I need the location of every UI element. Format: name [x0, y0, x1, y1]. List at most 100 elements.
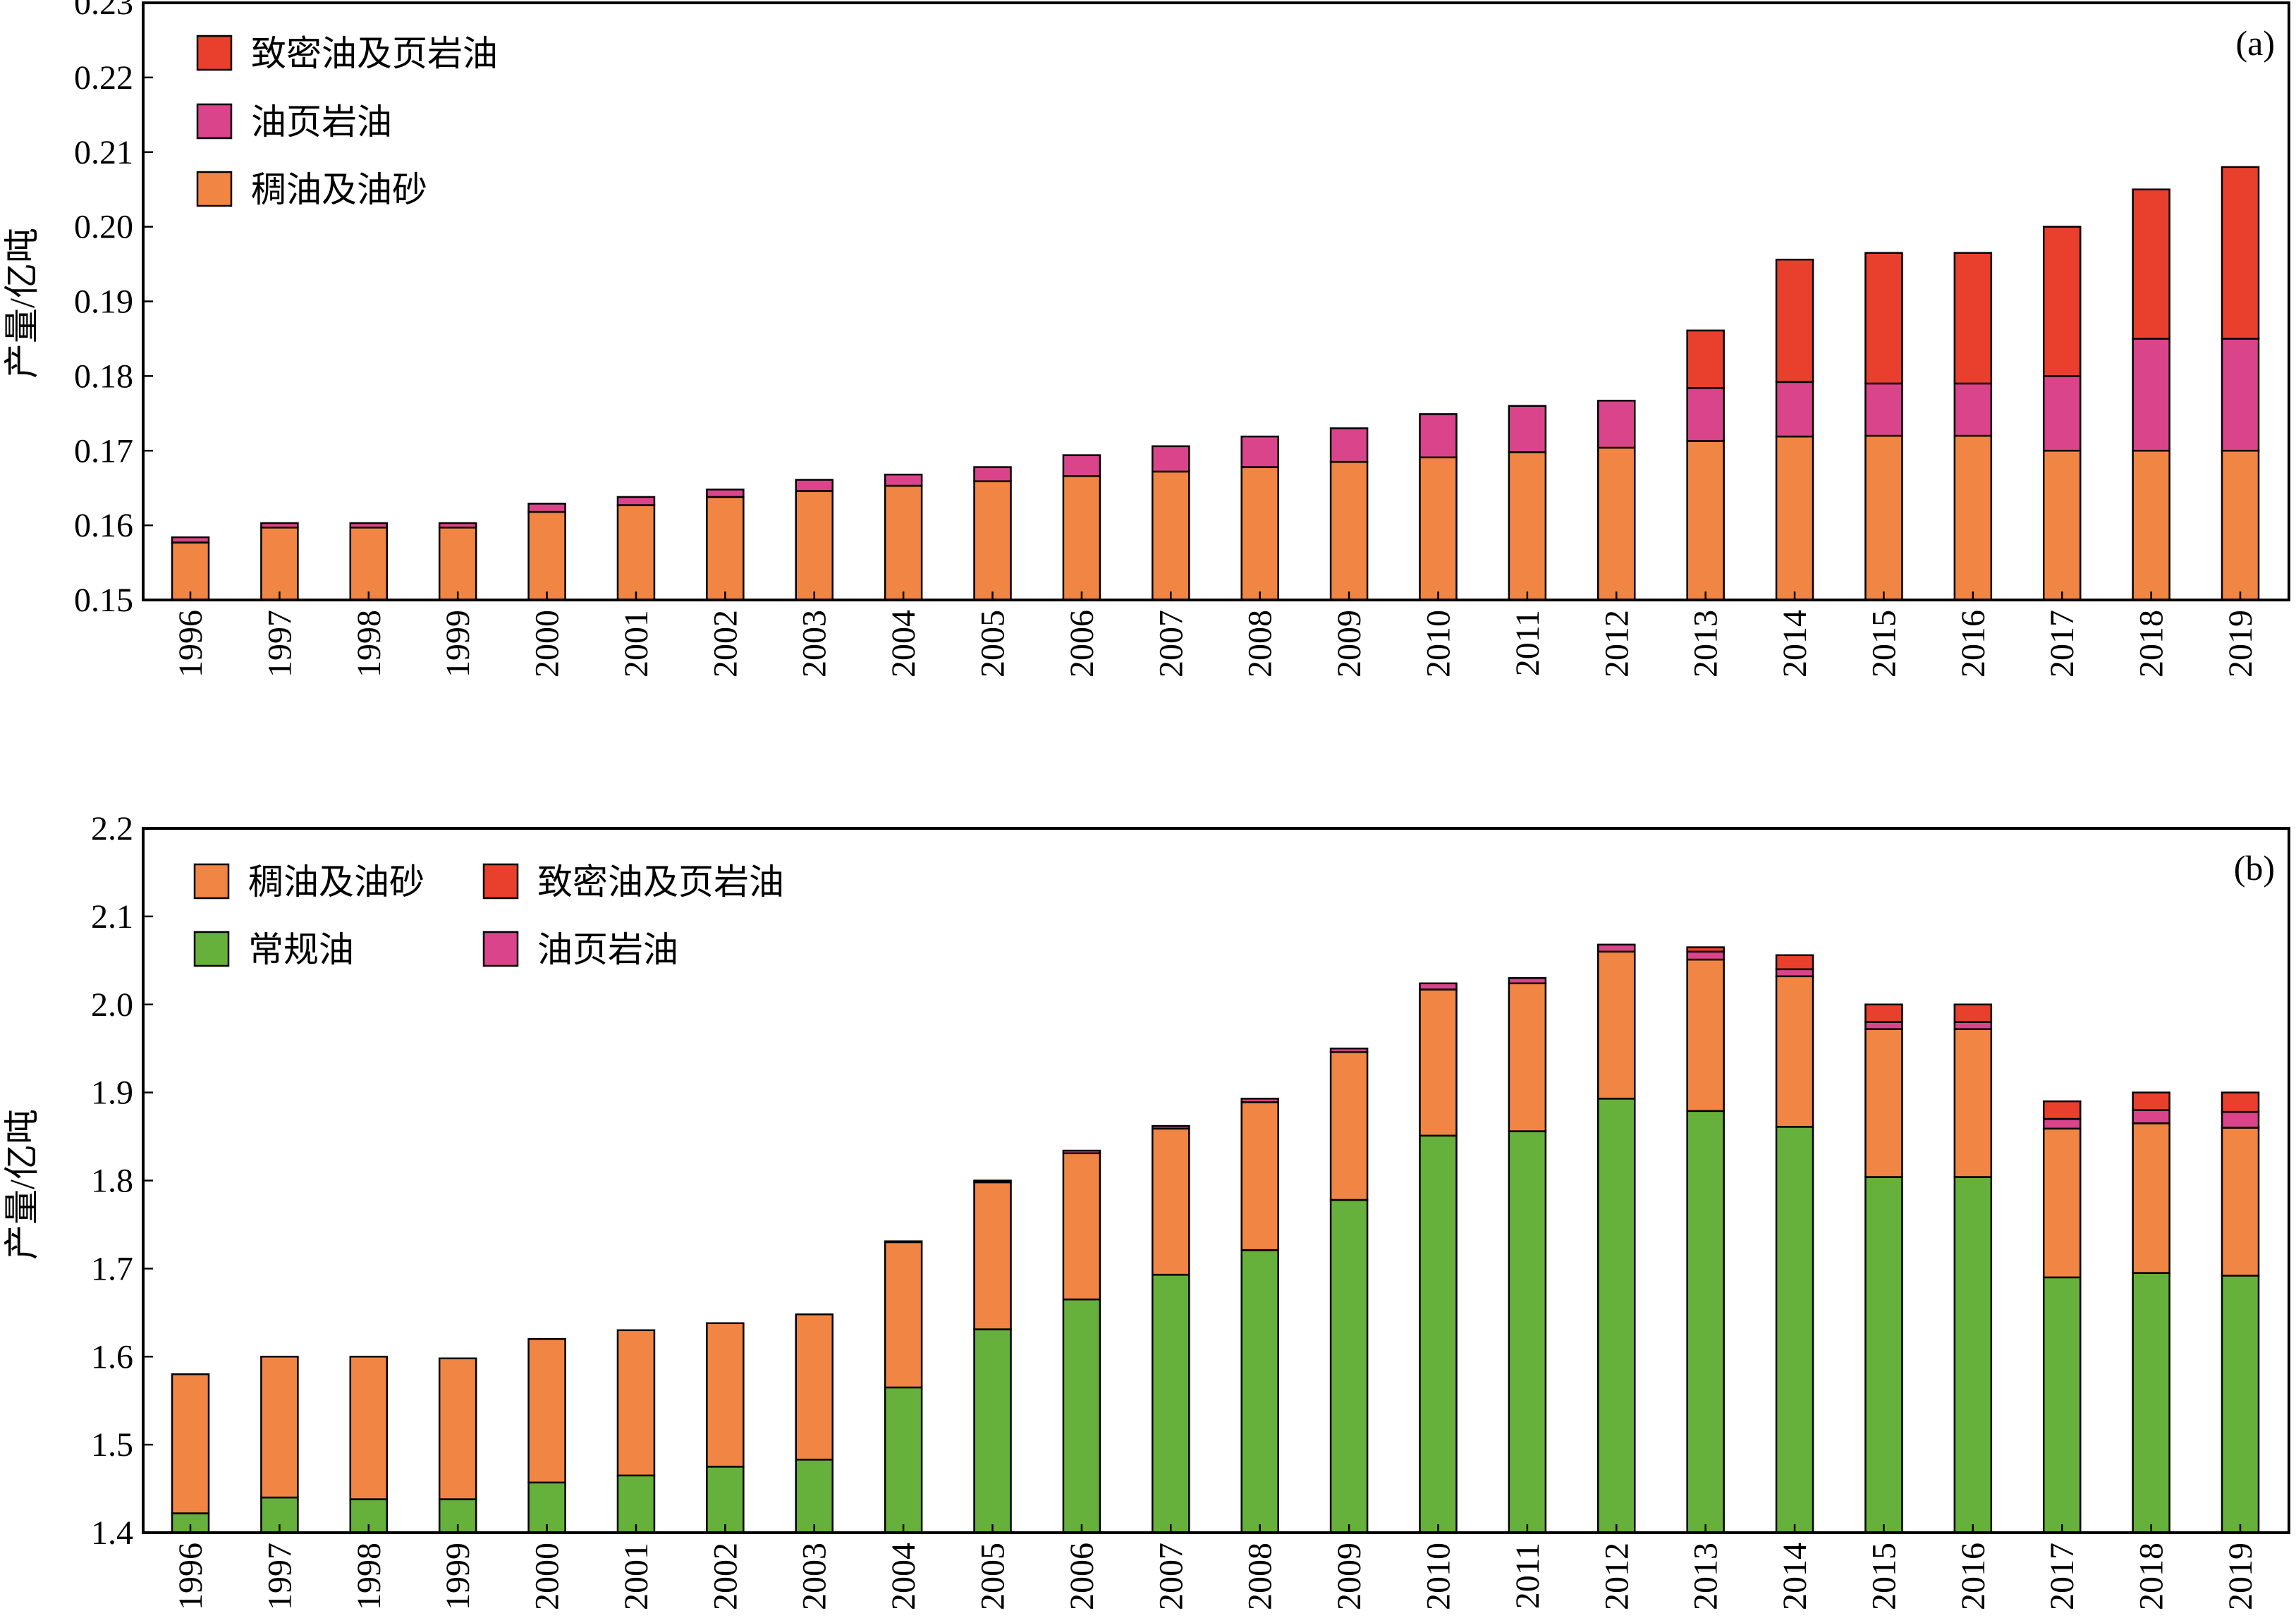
bar-heavy-2015	[1864, 1028, 1903, 1178]
bar-shale-2017	[2042, 375, 2082, 452]
chart-b: 产量/亿吨 (b) 1996 1997 1998 1999 2000 2001 2002 20…	[2, 810, 2290, 1610]
bar-shale-2011	[1508, 405, 1547, 453]
bar-shale-2012	[1597, 400, 1636, 449]
x-tick-label: 1996	[172, 1543, 209, 1610]
bar-tight-2014	[1775, 954, 1814, 971]
bar-heavy-2013	[1686, 440, 1725, 601]
bar-shale-2013	[1686, 950, 1725, 961]
y-tick-label: 1.5	[91, 1426, 133, 1464]
x-tick-label: 2016	[1955, 610, 1992, 678]
y-axis-title-b: 产量/亿吨	[2, 1109, 42, 1260]
bar-heavy-1999	[438, 1357, 477, 1500]
x-tick-label: 2001	[618, 610, 655, 678]
x-tick-label: 1999	[439, 1543, 477, 1610]
legend-label-shale: 油页岩油	[537, 930, 678, 969]
x-tick-label: 2016	[1955, 1543, 1992, 1610]
bar-heavy-2015	[1864, 434, 1903, 601]
bar-heavy-2007	[1152, 470, 1190, 601]
bar-shale-2008	[1240, 435, 1279, 468]
bar-shale-2018	[2132, 338, 2170, 452]
bar-shale-2016	[1953, 1021, 1993, 1030]
y-tick-label: 0.15	[74, 582, 133, 619]
legend-label-shale: 油页岩油	[251, 102, 392, 142]
legend-swatch-tight	[196, 35, 233, 71]
x-tick-label: 2018	[2133, 1543, 2170, 1610]
panel-label-a: (a)	[2236, 23, 2276, 63]
bar-heavy-2014	[1775, 435, 1814, 601]
bar-shale-2014	[1775, 381, 1814, 438]
y-tick-label: 1.6	[91, 1338, 133, 1375]
bar-shale-2018	[2132, 1109, 2170, 1124]
x-tick-label: 1998	[350, 610, 388, 678]
x-tick-label: 2011	[1509, 1543, 1546, 1609]
bar-tight-2016	[1953, 252, 1993, 385]
bar-heavy-2004	[884, 1241, 923, 1389]
bar-heavy-2012	[1597, 950, 1636, 1100]
bar-heavy-2008	[1240, 1101, 1279, 1251]
bar-conventional-2007	[1152, 1273, 1190, 1534]
bar-conventional-2010	[1419, 1134, 1458, 1534]
bar-shale-2002	[706, 489, 745, 498]
bar-heavy-2005	[973, 480, 1012, 601]
bar-shale-2000	[527, 503, 566, 513]
x-tick-label: 2018	[2133, 610, 2170, 678]
x-tick-label: 2014	[1776, 610, 1814, 678]
legend-label-conventional: 常规油	[248, 930, 354, 969]
y-tick-label: 0.22	[74, 59, 133, 97]
legend-label-heavy: 稠油及油砂	[251, 170, 427, 209]
bar-shale-1996	[171, 536, 210, 544]
bar-conventional-2002	[706, 1466, 745, 1534]
bar-tight-2018	[2132, 1091, 2170, 1111]
bar-tight-2016	[1953, 1003, 1993, 1023]
x-tick-label: 2009	[1331, 610, 1368, 678]
x-tick-label: 2011	[1509, 610, 1546, 676]
bar-shale-2011	[1508, 977, 1547, 985]
x-tick-label: 1996	[172, 610, 209, 678]
bar-shale-1997	[260, 522, 299, 529]
x-tick-label: 1998	[350, 1543, 388, 1610]
legend-swatch-shale	[482, 931, 519, 967]
x-tick-label: 2012	[1598, 610, 1635, 678]
bar-shale-2008	[1240, 1098, 1279, 1103]
bar-heavy-2002	[706, 1322, 745, 1468]
x-tick-label: 2014	[1776, 1543, 1814, 1610]
bar-shale-2006	[1062, 454, 1101, 477]
bar-heavy-2017	[2042, 1127, 2082, 1279]
bar-shale-2016	[1953, 382, 1993, 437]
bar-heavy-2003	[795, 1313, 833, 1461]
x-tick-label: 2004	[885, 1543, 922, 1610]
bar-shale-2005	[973, 1179, 1012, 1184]
bar-heavy-2011	[1508, 982, 1547, 1132]
y-tick-label: 0.16	[74, 507, 133, 544]
bar-heavy-2019	[2221, 450, 2260, 601]
bar-conventional-2011	[1508, 1130, 1547, 1534]
bar-conventional-2005	[973, 1328, 1012, 1534]
legend-label-heavy: 稠油及油砂	[248, 862, 425, 902]
bar-heavy-2009	[1329, 1050, 1369, 1201]
x-tick-label: 2019	[2222, 1543, 2259, 1610]
bar-conventional-2015	[1864, 1176, 1903, 1534]
bar-heavy-2016	[1953, 1028, 1993, 1178]
bar-heavy-2003	[795, 490, 833, 601]
bar-tight-2013	[1686, 329, 1725, 389]
x-tick-label: 2008	[1242, 1543, 1279, 1610]
x-tick-label: 2009	[1331, 1543, 1368, 1610]
bar-conventional-2008	[1240, 1249, 1279, 1534]
bar-conventional-2016	[1953, 1176, 1993, 1534]
bar-heavy-2017	[2042, 450, 2082, 601]
x-tick-label: 2001	[618, 1543, 655, 1610]
x-tick-label: 1997	[261, 610, 298, 678]
bar-heavy-1997	[260, 1356, 299, 1499]
y-tick-label: 0.17	[74, 432, 133, 470]
y-tick-label: 2.1	[91, 898, 133, 936]
x-tick-label: 1999	[439, 610, 477, 678]
bar-tight-2014	[1775, 258, 1814, 384]
bar-heavy-2012	[1597, 446, 1636, 601]
y-axis-title-a: 产量/亿吨	[2, 228, 42, 379]
bar-shale-2001	[616, 496, 656, 506]
x-tick-label: 2006	[1063, 610, 1101, 678]
bar-conventional-2014	[1775, 1126, 1814, 1534]
bar-heavy-2008	[1240, 466, 1279, 601]
legend-label-tight: 致密油及页岩油	[251, 34, 498, 73]
